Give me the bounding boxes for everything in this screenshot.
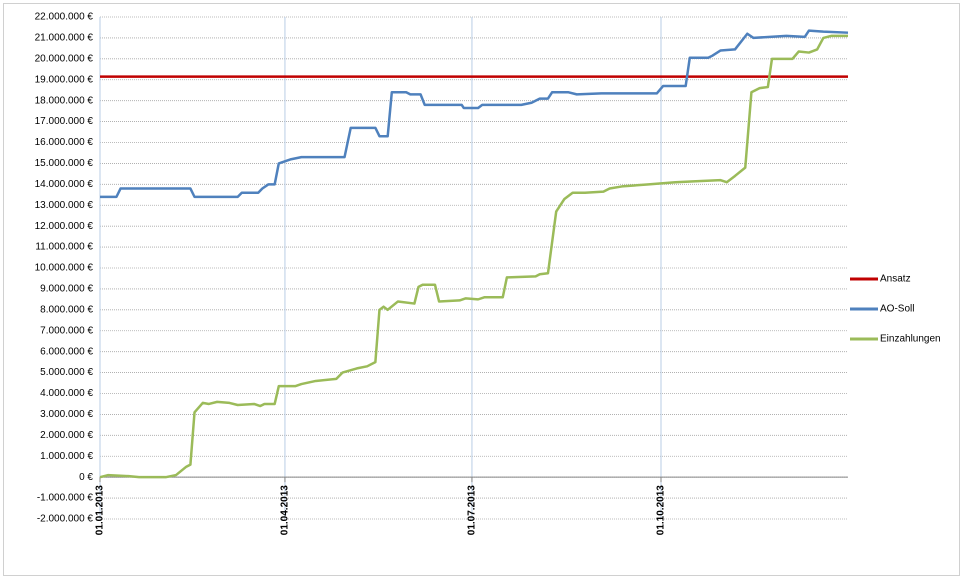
y-tick-label: 2.000.000 € [40,430,93,441]
y-tick-label: 13.000.000 € [35,200,94,211]
legend-label: AO-Soll [880,304,914,315]
y-tick-label: 18.000.000 € [35,95,94,106]
legend-label: Ansatz [880,274,911,285]
y-tick-label: 0 € [79,472,93,483]
y-tick-label: 21.000.000 € [35,33,94,44]
y-tick-label: 1.000.000 € [40,451,93,462]
y-tick-label: 6.000.000 € [40,346,93,357]
x-tick-label: 01.10.2013 [656,485,667,535]
y-tick-label: -2.000.000 € [37,514,94,525]
x-tick-label: 01.01.2013 [95,485,106,535]
y-tick-label: 20.000.000 € [35,53,94,64]
x-tick-label: 01.04.2013 [280,485,291,535]
y-tick-label: 4.000.000 € [40,388,93,399]
y-tick-label: 8.000.000 € [40,304,93,315]
y-tick-label: 12.000.000 € [35,221,94,232]
y-tick-label: 22.000.000 € [35,12,94,23]
legend-label: Einzahlungen [880,334,941,345]
series-line [99,34,848,479]
y-tick-label: 14.000.000 € [35,179,94,190]
y-tick-label: 10.000.000 € [35,263,94,274]
y-tick-label: 9.000.000 € [40,284,93,295]
series-line [100,29,849,199]
y-tick-label: 7.000.000 € [40,325,93,336]
y-tick-label: 16.000.000 € [35,137,94,148]
y-tick-label: 17.000.000 € [35,116,94,127]
x-tick-label: 01.07.2013 [467,485,478,535]
y-tick-label: 15.000.000 € [35,158,94,169]
y-tick-label: 19.000.000 € [35,74,94,85]
y-tick-label: 5.000.000 € [40,367,93,378]
y-tick-label: -1.000.000 € [37,493,94,504]
chart-border [3,3,960,576]
y-tick-label: 3.000.000 € [40,409,93,420]
y-tick-label: 11.000.000 € [35,242,93,253]
